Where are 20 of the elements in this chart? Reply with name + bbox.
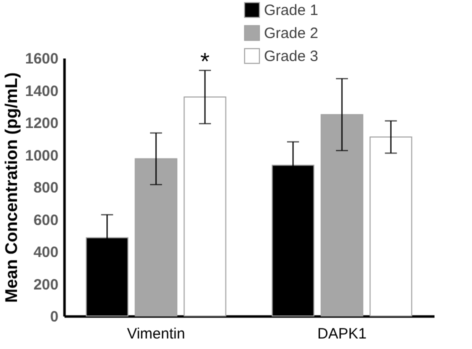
legend-label: Grade 2 bbox=[264, 25, 318, 42]
y-tick-label: 200 bbox=[33, 276, 58, 294]
legend-label: Grade 3 bbox=[264, 48, 318, 65]
legend-label: Grade 1 bbox=[264, 2, 318, 19]
y-tick-label: 800 bbox=[33, 180, 58, 196]
bar bbox=[320, 114, 364, 316]
y-tick-label: 0 bbox=[50, 308, 58, 326]
y-axis-title: Mean Concentration (pg/mL) bbox=[2, 72, 22, 303]
x-tick-label: DAPK1 bbox=[317, 326, 367, 342]
annotation: * bbox=[200, 48, 210, 76]
y-tick-label: 1400 bbox=[25, 82, 58, 100]
bar bbox=[184, 96, 226, 316]
y-tick-label: 1200 bbox=[25, 115, 58, 132]
y-tick-label: 600 bbox=[33, 212, 58, 229]
y-tick-label: 1000 bbox=[25, 147, 58, 164]
x-tick-label: Vimentin bbox=[126, 326, 186, 342]
y-tick-label: 1600 bbox=[25, 50, 58, 68]
bar bbox=[134, 158, 178, 316]
y-tick-label: 400 bbox=[33, 244, 58, 261]
bar bbox=[370, 136, 412, 316]
